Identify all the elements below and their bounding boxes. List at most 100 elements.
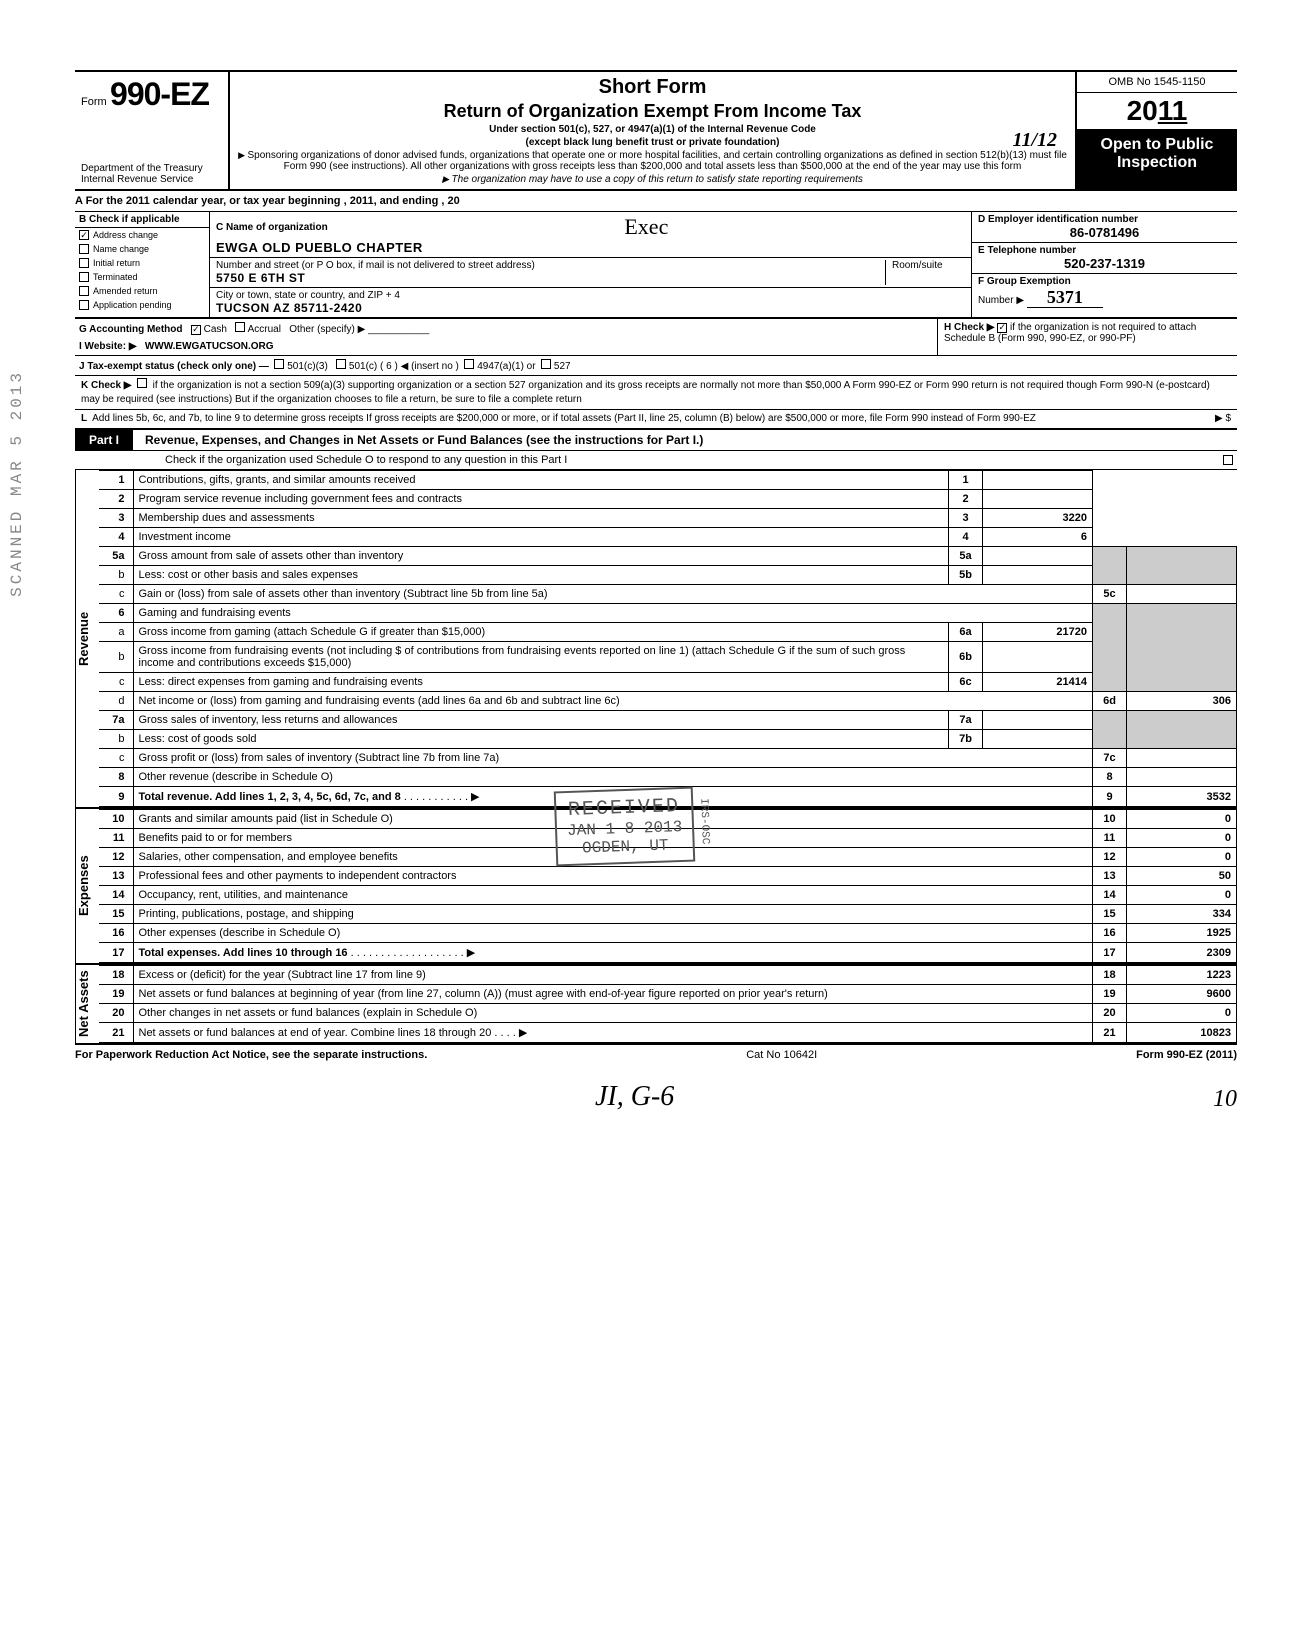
- inspection-text: Inspection: [1079, 154, 1235, 172]
- line-5b-desc: Less: cost or other basis and sales expe…: [133, 566, 949, 585]
- line-21-val: 10823: [1127, 1023, 1237, 1043]
- line-18-desc: Excess or (deficit) for the year (Subtra…: [133, 966, 1093, 985]
- received-stamp: RECEIVED JAN 1 8 2013 OGDEN, UT IRS-OSC: [554, 787, 696, 867]
- checkbox-527[interactable]: [541, 359, 551, 369]
- checkbox-terminated[interactable]: [79, 272, 89, 282]
- check-label: Application pending: [93, 300, 172, 310]
- handwritten-date: 11/12: [1013, 129, 1057, 152]
- line-9-desc: Total revenue. Add lines 1, 2, 3, 4, 5c,…: [139, 791, 401, 803]
- checkbox-501c3[interactable]: [274, 359, 284, 369]
- k-text: if the organization is not a section 509…: [81, 380, 1210, 405]
- group-exempt-value: 5371: [1027, 287, 1103, 308]
- side-label-expenses: Expenses: [75, 809, 99, 963]
- dept-treasury: Department of the Treasury: [81, 163, 222, 174]
- line-16-desc: Other expenses (describe in Schedule O): [133, 924, 1093, 943]
- line-6b-desc: Gross income from fundraising events (no…: [133, 642, 949, 673]
- part-1-label: Part I: [75, 430, 133, 450]
- website-value: WWW.EWGATUCSON.ORG: [145, 341, 274, 352]
- row-l: L Add lines 5b, 6c, and 7b, to line 9 to…: [75, 410, 1237, 428]
- line-18-val: 1223: [1127, 966, 1237, 985]
- check-label: Terminated: [93, 272, 138, 282]
- opt-501c: 501(c) ( 6 ) ◀ (insert no ): [349, 361, 459, 372]
- label-number: Number ▶: [978, 295, 1024, 306]
- line-1-val: [983, 471, 1093, 490]
- line-7c-desc: Gross profit or (loss) from sales of inv…: [133, 749, 1093, 768]
- exec-script: Exec: [624, 214, 668, 240]
- part-1-check-note: Check if the organization used Schedule …: [75, 451, 1237, 470]
- dept-irs: Internal Revenue Service: [81, 174, 222, 185]
- section-a-tax-year: A For the 2011 calendar year, or tax yea…: [75, 191, 1237, 212]
- line-7b-val: [983, 730, 1093, 749]
- line-6a-desc: Gross income from gaming (attach Schedul…: [133, 623, 949, 642]
- form-number: 990-EZ: [110, 76, 209, 112]
- revenue-table: 1Contributions, gifts, grants, and simil…: [99, 470, 1237, 807]
- ein-value: 86-0781496: [978, 225, 1231, 240]
- handwritten-page: 10: [1213, 1086, 1237, 1113]
- opt-accrual: Accrual: [248, 324, 281, 335]
- column-de-ids: D Employer identification number 86-0781…: [972, 212, 1237, 317]
- form-header-right: OMB No 1545-1150 2011 Open to Public Ins…: [1077, 72, 1237, 189]
- stamp-location: OGDEN, UT: [567, 836, 683, 858]
- line-2-desc: Program service revenue including govern…: [133, 490, 949, 509]
- open-inspection: Open to Public Inspection: [1077, 130, 1237, 189]
- checkbox-k[interactable]: [137, 378, 147, 388]
- label-room: Room/suite: [885, 260, 965, 285]
- line-6a-val: 21720: [983, 623, 1093, 642]
- checkbox-amended[interactable]: [79, 286, 89, 296]
- line-5a-val: [983, 547, 1093, 566]
- label-street: Number and street (or P O box, if mail i…: [216, 260, 885, 271]
- checkbox-h[interactable]: ✓: [997, 323, 1007, 333]
- form-header-left: Form 990-EZ Department of the Treasury I…: [75, 72, 230, 189]
- title-main: Return of Organization Exempt From Incom…: [238, 101, 1067, 122]
- check-label: Initial return: [93, 258, 140, 268]
- label-city: City or town, state or country, and ZIP …: [216, 290, 965, 301]
- part-1-header: Part I Revenue, Expenses, and Changes in…: [75, 428, 1237, 451]
- part-1-title: Revenue, Expenses, and Changes in Net As…: [133, 433, 703, 447]
- checkbox-501c[interactable]: [336, 359, 346, 369]
- footer-form: Form 990-EZ (2011): [1136, 1049, 1237, 1061]
- copy-note: The organization may have to use a copy …: [238, 174, 1067, 185]
- l-text: Add lines 5b, 6c, and 7b, to line 9 to d…: [92, 413, 1036, 424]
- checkbox-app-pending[interactable]: [79, 300, 89, 310]
- opt-cash: Cash: [204, 324, 227, 335]
- omb-number: OMB No 1545-1150: [1077, 72, 1237, 93]
- line-6c-desc: Less: direct expenses from gaming and fu…: [133, 673, 949, 692]
- line-1-desc: Contributions, gifts, grants, and simila…: [133, 471, 949, 490]
- line-20-desc: Other changes in net assets or fund bala…: [133, 1004, 1093, 1023]
- line-6d-val: 306: [1127, 692, 1237, 711]
- l-arrow: ▶ $: [1111, 412, 1231, 426]
- label-accounting: G Accounting Method: [79, 324, 183, 335]
- line-8-val: [1127, 768, 1237, 787]
- line-7c-val: [1127, 749, 1237, 768]
- checkbox-initial-return[interactable]: [79, 258, 89, 268]
- checkbox-cash[interactable]: ✓: [191, 325, 201, 335]
- side-label-net-assets: Net Assets: [75, 965, 99, 1043]
- label-h: H Check ▶: [944, 322, 994, 333]
- checkbox-schedule-o[interactable]: [1223, 455, 1233, 465]
- opt-other: Other (specify) ▶: [289, 324, 365, 335]
- line-20-val: 0: [1127, 1004, 1237, 1023]
- line-14-val: 0: [1127, 886, 1237, 905]
- handwritten-code: JI, G-6: [595, 1081, 674, 1113]
- phone-value: 520-237-1319: [978, 256, 1231, 271]
- checkbox-4947[interactable]: [464, 359, 474, 369]
- scanned-stamp: SCANNED MAR 5 2013: [8, 370, 26, 597]
- row-k: K Check ▶ if the organization is not a s…: [75, 376, 1237, 410]
- checkbox-address-change[interactable]: ✓: [79, 230, 89, 240]
- checkbox-accrual[interactable]: [235, 322, 245, 332]
- label-org-name: C Name of organization: [216, 222, 328, 233]
- revenue-section: Revenue 1Contributions, gifts, grants, a…: [75, 470, 1237, 809]
- tax-year: 2011: [1077, 93, 1237, 130]
- line-3-desc: Membership dues and assessments: [133, 509, 949, 528]
- org-name-value: EWGA OLD PUEBLO CHAPTER: [216, 240, 965, 255]
- line-13-val: 50: [1127, 867, 1237, 886]
- column-b-checkboxes: B Check if applicable ✓Address change Na…: [75, 212, 210, 317]
- line-7a-desc: Gross sales of inventory, less returns a…: [133, 711, 949, 730]
- label-group-exempt: F Group Exemption: [978, 276, 1231, 287]
- line-17-desc: Total expenses. Add lines 10 through 16: [139, 947, 348, 959]
- line-2-val: [983, 490, 1093, 509]
- line-6c-val: 21414: [983, 673, 1093, 692]
- line-5c-desc: Gain or (loss) from sale of assets other…: [133, 585, 1093, 604]
- checkbox-name-change[interactable]: [79, 244, 89, 254]
- subtitle-2: (except black lung benefit trust or priv…: [526, 137, 780, 148]
